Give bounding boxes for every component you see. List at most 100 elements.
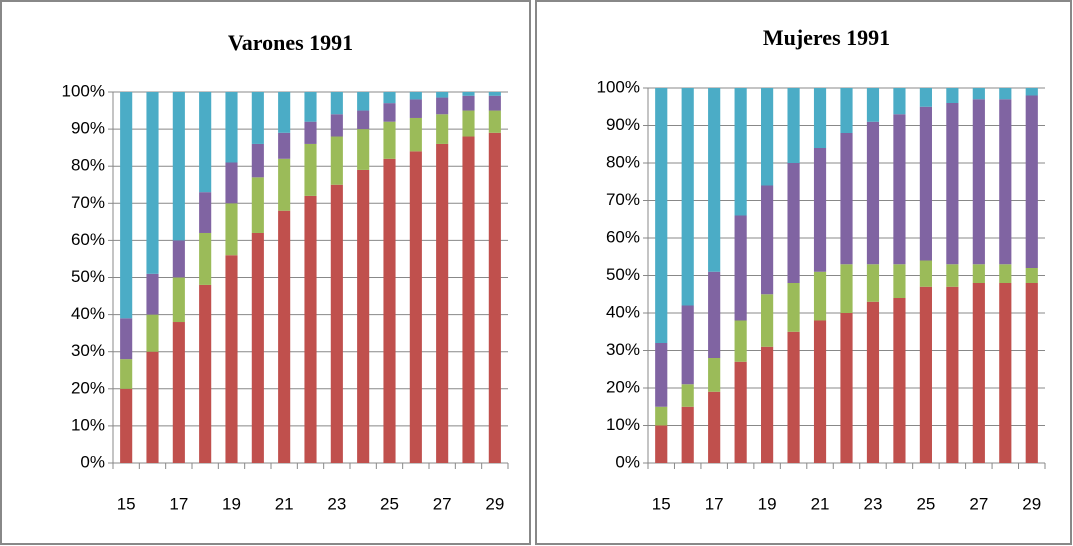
bar-segment — [146, 314, 159, 352]
y-tick-label: 80% — [606, 152, 640, 171]
bar-segment — [225, 203, 238, 256]
bar-segment — [893, 88, 906, 115]
bar-segment — [681, 88, 694, 306]
bar-segment — [120, 318, 133, 360]
x-tick-label: 25 — [380, 494, 399, 513]
bar-segment — [734, 361, 747, 463]
x-tick-label: 19 — [222, 494, 241, 513]
bar-segment — [172, 240, 185, 278]
bar-segment — [1025, 95, 1038, 268]
y-tick-label: 70% — [606, 190, 640, 209]
y-tick-label: 50% — [606, 265, 640, 284]
bar-segment — [1025, 268, 1038, 283]
bar-segment — [893, 298, 906, 463]
bar-segment — [787, 331, 800, 463]
bar-segment — [278, 92, 291, 133]
bar-segment — [146, 351, 159, 463]
bar-segment — [462, 92, 475, 96]
x-tick-label: 21 — [275, 494, 294, 513]
x-tick-label: 15 — [652, 494, 671, 513]
bar-segment — [488, 110, 501, 133]
bar-segment — [199, 284, 212, 463]
bar-segment — [919, 286, 932, 463]
x-tick-label: 25 — [916, 494, 935, 513]
x-tick-label: 29 — [1022, 494, 1041, 513]
bar-segment — [681, 305, 694, 385]
bar-segment — [1025, 88, 1038, 96]
bar-segment — [946, 88, 959, 103]
bar-segment — [436, 97, 449, 115]
bar-segment — [972, 99, 985, 265]
chart-title: Varones 1991 — [228, 30, 353, 55]
y-tick-label: 30% — [606, 340, 640, 359]
bar-segment — [330, 114, 343, 137]
bar-segment — [893, 264, 906, 298]
bar-segment — [919, 88, 932, 107]
y-tick-label: 70% — [71, 193, 105, 212]
bar-segment — [708, 358, 721, 392]
y-tick-label: 20% — [606, 377, 640, 396]
bar-segment — [787, 88, 800, 163]
y-tick-label: 30% — [71, 341, 105, 360]
bar-segment — [840, 264, 853, 313]
bar-segment — [436, 114, 449, 144]
x-tick-label: 27 — [433, 494, 452, 513]
bar-segment — [761, 294, 774, 347]
bar-segment — [357, 110, 370, 130]
bar-segment — [734, 320, 747, 362]
bar-segment — [999, 264, 1012, 283]
bar-segment — [383, 158, 396, 463]
bar-segment — [761, 88, 774, 186]
bar-segment — [972, 264, 985, 283]
bar-segment — [462, 110, 475, 137]
bar-segment — [251, 232, 264, 463]
bar-segment — [357, 92, 370, 111]
y-tick-label: 50% — [71, 267, 105, 286]
bar-segment — [304, 195, 317, 463]
bar-segment — [761, 185, 774, 295]
y-tick-label: 60% — [606, 227, 640, 246]
bar-segment — [655, 406, 668, 426]
bar-segment — [972, 88, 985, 100]
bar-segment — [840, 313, 853, 463]
bar-segment — [488, 132, 501, 463]
bar-segment — [120, 359, 133, 389]
bar-segment — [999, 283, 1012, 463]
bar-segment — [120, 92, 133, 319]
bar-segment — [357, 169, 370, 463]
bar-segment — [199, 232, 212, 285]
bar-segment — [813, 271, 827, 321]
bar-segment — [813, 88, 827, 148]
bar-segment — [146, 273, 159, 315]
chart-title: Mujeres 1991 — [763, 25, 890, 50]
bar-segment — [146, 92, 159, 274]
bar-segment — [840, 88, 853, 133]
bar-segment — [655, 425, 668, 463]
bar-segment — [813, 320, 827, 463]
bar-segment — [734, 215, 747, 321]
bar-segment — [488, 92, 501, 96]
y-tick-label: 80% — [71, 156, 105, 175]
y-tick-label: 100% — [597, 77, 640, 96]
x-tick-label: 29 — [485, 494, 504, 513]
bar-segment — [251, 92, 264, 144]
bar-segment — [681, 384, 694, 407]
bar-segment — [919, 106, 932, 261]
bar-segment — [278, 158, 291, 211]
bar-segment — [409, 151, 422, 464]
bar-segment — [225, 255, 238, 463]
bar-segment — [708, 88, 721, 272]
bar-segment — [840, 133, 853, 265]
bar-segment — [999, 88, 1012, 100]
bar-segment — [251, 177, 264, 233]
bar-segment — [462, 136, 475, 463]
bar-segment — [304, 92, 317, 122]
bar-segment — [304, 121, 317, 144]
bar-segment — [946, 264, 959, 287]
y-tick-label: 10% — [606, 415, 640, 434]
bar-segment — [172, 277, 185, 323]
bar-segment — [278, 210, 291, 463]
bar-segment — [734, 88, 747, 216]
bar-segment — [383, 103, 396, 122]
bar-segment — [919, 260, 932, 287]
